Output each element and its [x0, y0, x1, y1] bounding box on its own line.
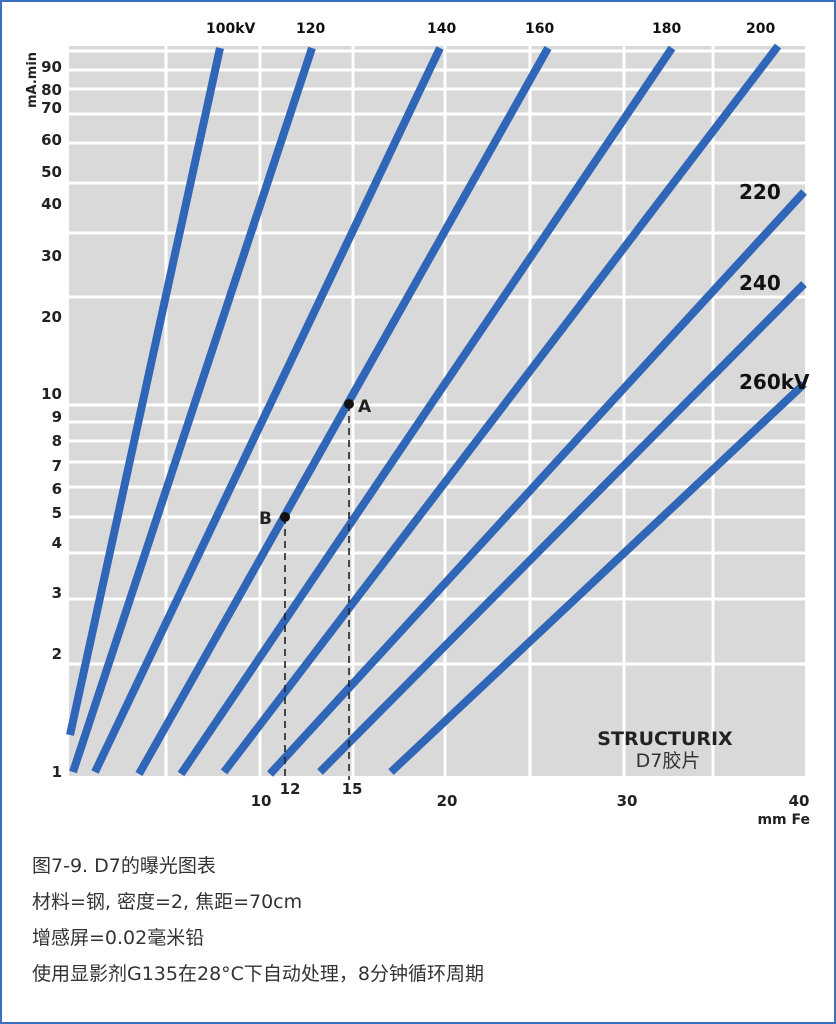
kv-label-120: 120 — [296, 21, 325, 37]
svg-text:2: 2 — [52, 645, 62, 663]
line-220kv — [267, 189, 807, 777]
line-180kv — [177, 45, 676, 777]
svg-text:20: 20 — [41, 308, 62, 326]
svg-text:8: 8 — [52, 432, 62, 450]
svg-text:90: 90 — [41, 58, 62, 76]
point-a-marker — [344, 399, 354, 409]
kv-lines — [66, 43, 807, 777]
kv-label-100: 100kV — [206, 21, 256, 37]
point-b-label: B — [259, 509, 272, 529]
line-240kv — [317, 281, 807, 775]
svg-text:60: 60 — [41, 131, 62, 149]
figure-caption: 图7-9. D7的曝光图表 材料=钢, 密度=2, 焦距=70cm 增感屏=0.… — [32, 848, 484, 992]
svg-text:9: 9 — [52, 408, 62, 426]
x-axis-ticks: 10 12 15 20 30 40 — [251, 780, 810, 810]
svg-text:40: 40 — [789, 792, 810, 810]
svg-text:12: 12 — [280, 780, 301, 798]
brand-label: STRUCTURIX — [597, 728, 733, 750]
svg-text:3: 3 — [52, 584, 62, 602]
svg-text:10: 10 — [251, 792, 272, 810]
exposure-chart: A B 100kV 120 140 160 180 200 220 240 26… — [25, 21, 810, 828]
line-100kv — [66, 47, 224, 736]
kv-label-200: 200 — [746, 21, 775, 37]
svg-text:6: 6 — [52, 480, 62, 498]
kv-label-220: 220 — [739, 180, 781, 204]
line-140kv — [91, 46, 444, 774]
film-label: D7胶片 — [636, 750, 701, 772]
caption-screen: 增感屏=0.02毫米铅 — [32, 927, 205, 949]
svg-text:50: 50 — [41, 163, 62, 181]
svg-text:15: 15 — [342, 780, 363, 798]
caption-title: 图7-9. D7的曝光图表 — [32, 855, 216, 877]
svg-text:1: 1 — [52, 763, 62, 781]
point-a-label: A — [358, 397, 372, 417]
svg-text:7: 7 — [52, 457, 62, 475]
point-b-marker — [280, 512, 290, 522]
kv-label-160: 160 — [525, 21, 554, 37]
svg-text:40: 40 — [41, 195, 62, 213]
x-axis-label: mm Fe — [757, 812, 810, 828]
line-160kv — [135, 46, 552, 776]
svg-text:30: 30 — [41, 247, 62, 265]
line-260kv — [388, 381, 807, 775]
caption-material: 材料=钢, 密度=2, 焦距=70cm — [32, 891, 303, 913]
dashed-guides — [284, 404, 350, 780]
svg-text:80: 80 — [41, 81, 62, 99]
kv-label-240: 240 — [739, 271, 781, 295]
y-axis-ticks: 90 80 70 60 50 40 30 20 10 9 8 7 6 5 4 3… — [41, 58, 62, 781]
svg-text:20: 20 — [437, 792, 458, 810]
kv-label-260: 260kV — [739, 370, 810, 394]
svg-text:70: 70 — [41, 99, 62, 117]
kv-label-140: 140 — [427, 21, 456, 37]
svg-text:10: 10 — [41, 385, 62, 403]
caption-processing: 使用显影剂G135在28°C下自动处理，8分钟循环周期 — [32, 963, 485, 985]
svg-text:5: 5 — [52, 504, 62, 522]
y-axis-label: mA.min — [25, 52, 40, 108]
line-120kv — [69, 46, 316, 774]
svg-text:30: 30 — [617, 792, 638, 810]
line-200kv — [220, 43, 782, 775]
kv-label-180: 180 — [652, 21, 681, 37]
svg-text:4: 4 — [52, 534, 62, 552]
